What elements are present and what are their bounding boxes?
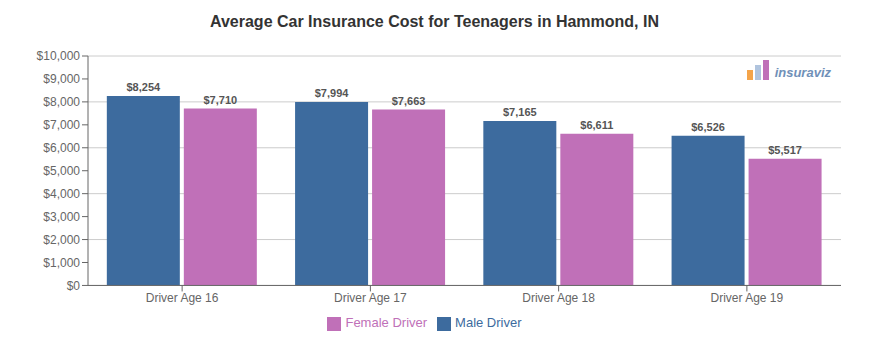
svg-text:Driver Age 16: Driver Age 16 [146,291,219,305]
html-text:Female Driver: Female Driver [345,315,428,331]
svg-text:$7,994: $7,994 [315,87,350,99]
svg-text:$2,000: $2,000 [43,233,80,247]
svg-text:$6,000: $6,000 [43,141,80,155]
svg-text:$0: $0 [67,279,81,293]
svg-text:$1,000: $1,000 [43,256,80,270]
svg-text:$10,000: $10,000 [37,49,81,63]
svg-text:Driver Age 19: Driver Age 19 [711,291,784,305]
svg-text:$4,000: $4,000 [43,187,80,201]
svg-text:$7,710: $7,710 [203,94,237,106]
svg-text:Driver Age 18: Driver Age 18 [522,291,595,305]
svg-text:$8,254: $8,254 [126,81,161,93]
svg-text:$5,000: $5,000 [43,164,80,178]
svg-text:$7,000: $7,000 [43,118,80,132]
svg-text:$6,611: $6,611 [580,119,613,131]
svg-text:$7,663: $7,663 [392,95,426,107]
html-text:Average Car Insurance Cost for: Average Car Insurance Cost for Teenagers… [210,13,659,30]
svg-text:$7,165: $7,165 [503,106,537,118]
html-text:insuraviz: insuraviz [774,65,831,80]
svg-text:$8,000: $8,000 [43,95,80,109]
svg-text:$5,517: $5,517 [768,144,802,156]
html-text:Male Driver: Male Driver [455,315,522,331]
svg-text:$9,000: $9,000 [43,72,80,86]
svg-text:Driver Age 17: Driver Age 17 [334,291,407,305]
svg-text:$3,000: $3,000 [43,210,80,224]
svg-text:$6,526: $6,526 [691,121,725,133]
